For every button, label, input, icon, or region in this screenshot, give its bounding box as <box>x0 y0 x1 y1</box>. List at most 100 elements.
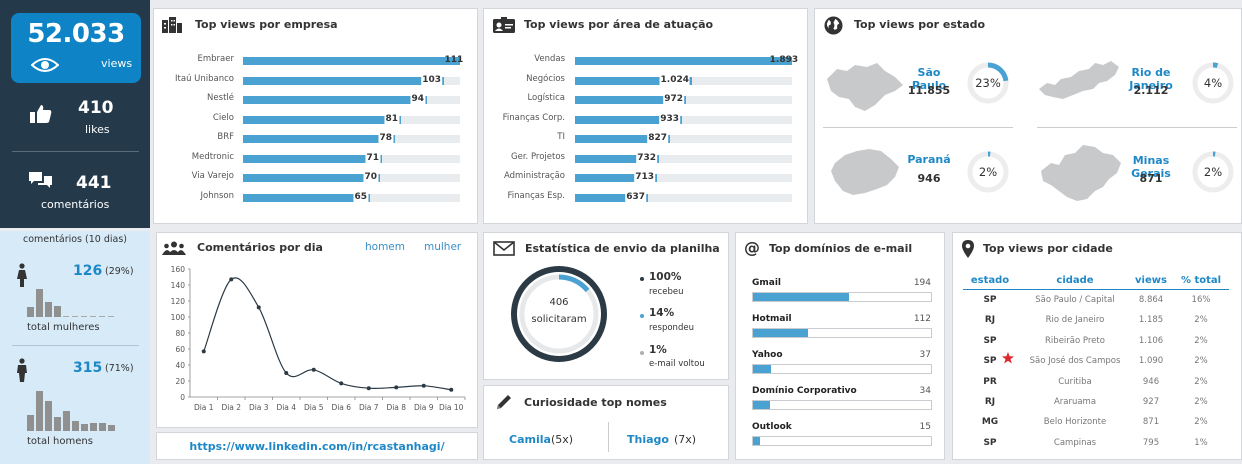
domain-value-2: 37 <box>919 350 931 360</box>
mini-dash-8 <box>99 316 105 317</box>
state-name-sp: São Paulo <box>911 66 947 92</box>
bar-3 <box>575 115 682 124</box>
stat-label-recebeu: recebeu <box>649 287 684 297</box>
bar-value-6: 713 <box>634 172 655 182</box>
donut-fill <box>1192 151 1234 193</box>
company-title: Top views por empresa <box>195 18 338 31</box>
stat-label-email-voltou: e-mail voltou <box>649 359 705 369</box>
ring-respondeu <box>519 274 599 354</box>
views-card: 52.033 views <box>11 13 141 83</box>
mini-bar-1 <box>36 289 43 317</box>
domain-track-1 <box>752 328 932 338</box>
bar-value-3: 933 <box>659 113 680 124</box>
city-title: Top views por cidade <box>983 242 1113 255</box>
data-point-6 <box>366 386 371 391</box>
bar-label-6: Via Varejo <box>191 171 234 181</box>
likes-label: likes <box>85 123 110 136</box>
summary-panel: 52.033 views 410 likes 441 comentários <box>0 0 150 228</box>
city-views-0: 8.864 <box>1138 295 1164 305</box>
dot-email-voltou <box>640 351 644 355</box>
gender-divider <box>12 345 139 346</box>
views-label: views <box>101 57 133 70</box>
bar-label-2: Logística <box>527 93 565 103</box>
bar-5 <box>243 154 382 163</box>
top-name-1-count: (5x) <box>551 433 574 446</box>
bar-track-7: 65 <box>243 191 460 202</box>
linkedin-link[interactable]: https://www.linkedin.com/in/rcastanhagi/ <box>189 440 445 453</box>
bar-value-6: 70 <box>363 172 378 182</box>
comments-icon <box>29 172 52 188</box>
domain-label-4: Outlook <box>752 422 792 432</box>
mini-bar-4 <box>63 411 70 431</box>
donut-fill <box>967 62 1009 104</box>
domain-track-2 <box>752 364 932 374</box>
city-name-1: Rio de Janeiro <box>1045 315 1105 326</box>
names-panel: Curiosidade top nomes Camila (5x) Thiago… <box>483 385 729 460</box>
city-pct-5: 2% <box>1194 397 1208 407</box>
bar-value-5: 732 <box>636 152 657 163</box>
legend-mulher[interactable]: mulher <box>424 241 462 253</box>
company-panel: Top views por empresa Embraer 111 Itaú Uni… <box>153 8 478 224</box>
domain-value-0: 194 <box>913 278 931 288</box>
domain-bar-2 <box>753 365 771 373</box>
bar-1 <box>575 76 692 85</box>
mini-bar-3 <box>54 417 61 431</box>
domain-label-3: Domínio Corporativo <box>752 386 857 396</box>
state-donut-pr <box>967 151 1009 193</box>
state-value-rj: 2.112 <box>1133 84 1169 97</box>
city-panel: Top views por cidade estado cidade views… <box>952 232 1242 460</box>
bar-value-2: 94 <box>410 94 425 104</box>
y-tick-label: 160 <box>171 265 186 274</box>
city-name-2: Ribeirão Preto <box>1045 335 1105 346</box>
bar-track-6: 70 <box>243 172 460 182</box>
mini-dash-9 <box>108 316 114 317</box>
col-header-views: views <box>1135 275 1167 286</box>
bar-5 <box>575 154 659 163</box>
domain-bar-1 <box>753 329 808 337</box>
bar-label-5: Ger. Projetos <box>511 151 565 162</box>
city-pct-3: 2% <box>1194 356 1208 367</box>
y-tick-label: 80 <box>175 329 185 338</box>
y-tick-label: 120 <box>171 297 186 306</box>
bar-label-3: Cielo <box>212 112 234 123</box>
mini-bar-0 <box>27 415 34 431</box>
domain-label-2: Yahoo <box>752 350 783 360</box>
city-views-6: 871 <box>1142 417 1160 428</box>
bar-track-3: 933 <box>575 113 792 124</box>
domain-bar-4 <box>753 437 760 445</box>
bar-4 <box>243 135 395 143</box>
top-name-2: Thiago <box>627 433 669 446</box>
state-divider-left <box>823 127 1013 128</box>
bar-value-1: 1.024 <box>659 74 690 85</box>
mini-bar-1 <box>36 391 43 431</box>
data-point-8 <box>421 383 426 388</box>
x-tick-label: Dia 3 <box>249 403 269 412</box>
city-pct-1: 2% <box>1194 315 1208 326</box>
city-pct-2: 2% <box>1194 335 1208 346</box>
bar-value-4: 827 <box>647 133 668 143</box>
domain-label-0: Gmail <box>752 278 782 288</box>
bar-7 <box>243 193 370 202</box>
city-views-3: 1.090 <box>1138 356 1164 367</box>
bar-label-0: Embraer <box>197 54 234 64</box>
state-panel: Top views por estado São Paulo 11.855 23… <box>814 8 1242 224</box>
bar-label-1: Negócios <box>526 73 565 84</box>
top-name-1: Camila <box>509 433 551 446</box>
data-point-5 <box>339 381 344 386</box>
legend-homem[interactable]: homem <box>365 241 405 253</box>
city-state-2: SP <box>983 335 997 346</box>
star-shape <box>1002 352 1014 364</box>
city-views-2: 1.106 <box>1138 335 1164 346</box>
rio-de-janeiro-map-icon <box>1039 61 1119 99</box>
state-value-pr: 946 <box>917 172 941 185</box>
city-state-7: SP <box>983 437 997 448</box>
bar-label-7: Johnson <box>200 190 235 201</box>
id-card-icon <box>493 17 515 33</box>
data-point-7 <box>394 385 399 390</box>
domain-track-0 <box>752 292 932 302</box>
state-title: Top views por estado <box>854 18 986 31</box>
y-tick-label: 0 <box>180 393 185 402</box>
summary-divider <box>12 151 139 152</box>
city-pct-6: 2% <box>1194 417 1208 428</box>
bar-label-2: Nestlé <box>207 93 234 103</box>
